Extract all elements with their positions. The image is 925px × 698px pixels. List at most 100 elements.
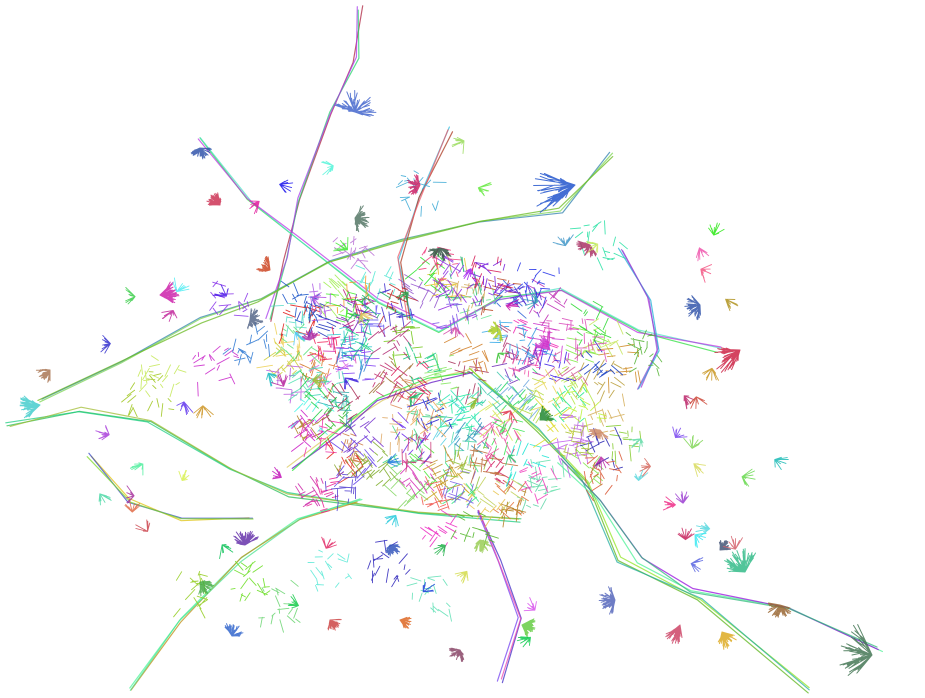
road [37, 156, 614, 401]
street-patch [377, 283, 415, 329]
branch-cluster [396, 291, 409, 306]
branch-cluster [212, 284, 229, 297]
road [468, 367, 810, 689]
branch-cluster [499, 410, 518, 423]
branch-cluster [533, 173, 576, 213]
street-patch [230, 560, 271, 602]
street-patch [531, 346, 577, 382]
branch-cluster [125, 287, 136, 305]
street-patch [500, 487, 527, 528]
street-patch [367, 321, 412, 360]
branch-cluster [433, 543, 446, 557]
street-patch [367, 539, 411, 588]
street-patch [330, 435, 377, 487]
branch-cluster [598, 586, 616, 615]
branch-cluster [477, 182, 492, 197]
road [41, 151, 611, 400]
branch-cluster [723, 535, 743, 550]
branch-cluster [467, 397, 478, 411]
street-patch [432, 298, 469, 335]
street-patch [445, 442, 489, 492]
branch-cluster [327, 618, 342, 631]
branch-cluster [463, 268, 477, 282]
road [9, 406, 520, 520]
branch-cluster [135, 519, 151, 532]
street-patch [625, 329, 663, 377]
branch-cluster [385, 544, 401, 557]
branch-cluster [724, 548, 756, 573]
branch-cluster [124, 498, 140, 513]
branch-cluster [534, 334, 551, 351]
branch-cluster [301, 329, 318, 341]
branch-cluster [129, 462, 144, 476]
branch-cluster [495, 352, 509, 364]
street-patch [575, 318, 608, 363]
branch-cluster [665, 624, 683, 644]
road [5, 411, 521, 523]
branch-cluster [271, 373, 288, 387]
branch-cluster [448, 647, 465, 662]
branch-cluster [588, 428, 609, 440]
street-patch [496, 375, 539, 420]
branch-cluster [675, 491, 689, 504]
branch-cluster [683, 395, 694, 410]
branch-cluster [474, 539, 492, 554]
street-patch [356, 441, 398, 487]
road [199, 137, 722, 349]
branch-cluster [247, 308, 264, 330]
branch-cluster [689, 396, 708, 409]
branch-cluster [725, 298, 739, 312]
branch-cluster [552, 234, 574, 247]
street-patch [299, 418, 345, 458]
street-patch [443, 333, 489, 375]
street-patch [137, 355, 187, 398]
branch-cluster [505, 299, 520, 311]
street-patch [321, 382, 361, 421]
street-patch [525, 458, 565, 495]
branch-cluster [35, 368, 51, 383]
street-patch [317, 274, 348, 318]
branch-cluster [159, 281, 180, 304]
street-patch [334, 452, 373, 479]
branch-cluster [272, 466, 282, 480]
street-patch [403, 342, 442, 384]
branch-cluster [741, 468, 756, 487]
branch-cluster [718, 540, 731, 551]
street-patch [383, 324, 423, 367]
branch-cluster [634, 469, 649, 481]
branch-cluster [266, 372, 277, 387]
branch-cluster [172, 277, 190, 293]
branch-cluster [198, 580, 214, 597]
branch-cluster [287, 594, 299, 609]
street-patch [555, 383, 607, 433]
branch-cluster [219, 543, 234, 560]
road [620, 248, 658, 390]
branch-cluster [717, 631, 737, 650]
branch-cluster [206, 192, 222, 206]
branch-cluster [333, 237, 349, 252]
road [270, 5, 364, 322]
street-patch [597, 344, 641, 394]
road [478, 509, 522, 680]
street-patch [504, 344, 546, 378]
road [197, 138, 722, 348]
street-patch [519, 461, 558, 504]
road [561, 460, 878, 648]
street-patch [420, 510, 458, 549]
branch-cluster-layer [19, 90, 873, 676]
road [130, 501, 358, 691]
branch-cluster [839, 624, 873, 676]
branch-cluster [233, 530, 259, 546]
street-patch [442, 466, 476, 509]
branch-cluster [176, 401, 194, 416]
road [291, 372, 473, 469]
branch-cluster [451, 137, 465, 154]
branch-cluster [19, 395, 41, 419]
street-patch [425, 398, 466, 448]
street-patch [476, 475, 525, 516]
street-patch [530, 368, 566, 411]
street-patch [471, 255, 514, 289]
branch-cluster [683, 434, 704, 449]
street-patch [467, 371, 505, 415]
